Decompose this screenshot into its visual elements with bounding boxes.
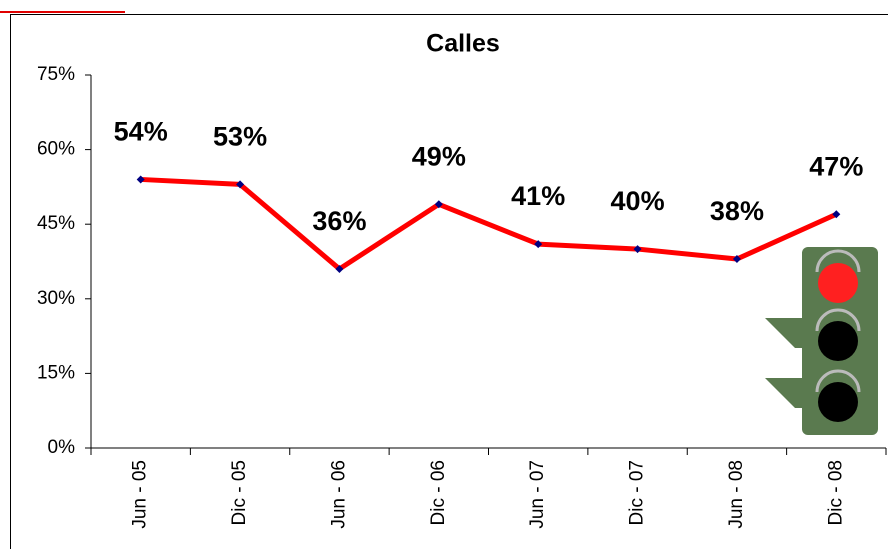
chart-frame — [10, 14, 888, 549]
x-tick-label: Dic - 05 — [229, 460, 250, 525]
chart-title: Calles — [426, 30, 500, 58]
lamp-red — [818, 263, 858, 303]
marker — [434, 200, 443, 209]
lamp-off — [818, 382, 858, 422]
traffic-light-flap — [765, 318, 802, 348]
x-tick-label: Dic - 06 — [428, 460, 449, 525]
data-label: 40% — [611, 186, 665, 216]
x-tick-label: Jun - 07 — [527, 460, 548, 529]
y-tick-label: 0% — [48, 437, 76, 458]
x-tick-label: Jun - 05 — [130, 460, 151, 529]
marker — [633, 245, 642, 254]
lamp-rim — [815, 308, 861, 332]
marker — [832, 210, 841, 219]
data-label: 49% — [412, 141, 466, 171]
x-tick-label: Dic - 08 — [825, 460, 846, 525]
data-label: 38% — [710, 196, 764, 226]
x-tick-label: Jun - 06 — [328, 460, 349, 529]
data-label: 53% — [213, 122, 267, 152]
data-label: 54% — [114, 117, 168, 147]
x-tick-label: Jun - 08 — [726, 460, 747, 529]
y-tick-label: 75% — [37, 64, 75, 85]
traffic-light — [765, 247, 878, 435]
traffic-light-flap — [765, 378, 802, 408]
data-label: 47% — [809, 151, 863, 181]
marker — [732, 255, 741, 264]
marker — [335, 264, 344, 273]
lamp-off — [818, 321, 858, 361]
marker — [534, 240, 543, 249]
data-label: 36% — [312, 206, 366, 236]
x-tick-label: Dic - 07 — [627, 460, 648, 525]
marker — [136, 175, 145, 184]
line — [140, 176, 838, 272]
y-tick-label: 15% — [37, 362, 75, 383]
data-label: 41% — [511, 181, 565, 211]
lamp-rim — [815, 249, 861, 273]
y-tick-label: 45% — [37, 213, 75, 234]
lamp-rim — [815, 369, 861, 393]
y-tick-label: 60% — [37, 139, 75, 160]
y-tick-label: 30% — [37, 288, 75, 309]
marker — [236, 180, 245, 189]
